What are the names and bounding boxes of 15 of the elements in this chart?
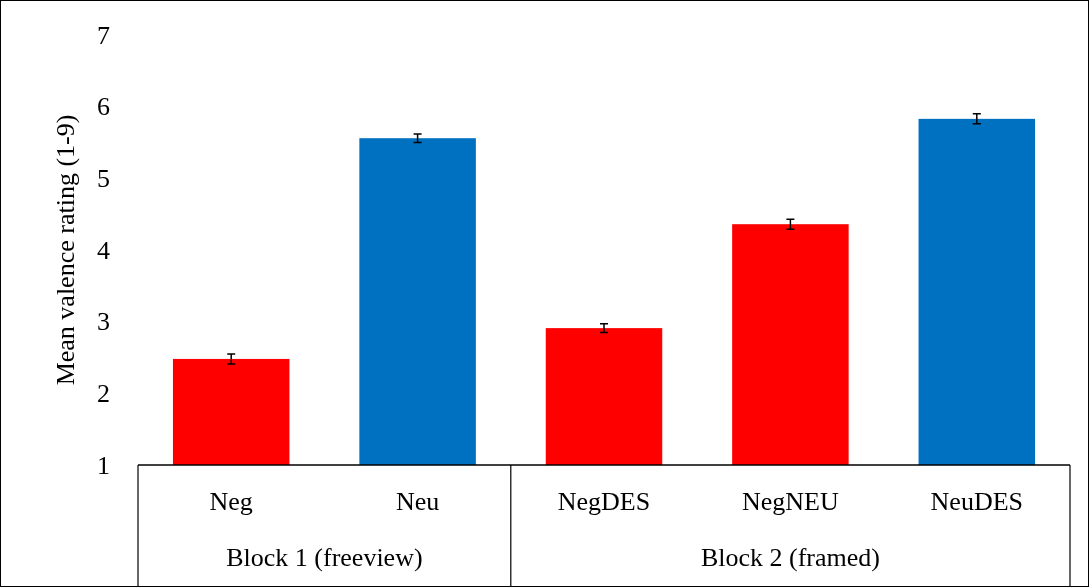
- text: Block 2 (framed): [700, 543, 880, 572]
- x-tick-label: NegDES: [557, 487, 651, 516]
- y-tick-label: 2: [97, 379, 110, 409]
- y-tick-label: 5: [97, 164, 110, 194]
- x-tick-label: Neg: [209, 487, 253, 516]
- y-tick-label: 1: [97, 450, 110, 480]
- y-tick-label: 7: [97, 20, 110, 50]
- text: Block 1 (freeview): [226, 543, 423, 572]
- y-tick-label: 4: [97, 235, 110, 265]
- x-tick-label: NeuDES: [930, 487, 1024, 516]
- x-tick-label: NegNEU: [742, 487, 839, 516]
- y-axis-title: Mean valence rating (1-9): [51, 114, 80, 386]
- y-tick-label: 3: [97, 307, 110, 337]
- y-tick-label: 6: [97, 92, 110, 122]
- x-tick-label: Neu: [395, 487, 440, 516]
